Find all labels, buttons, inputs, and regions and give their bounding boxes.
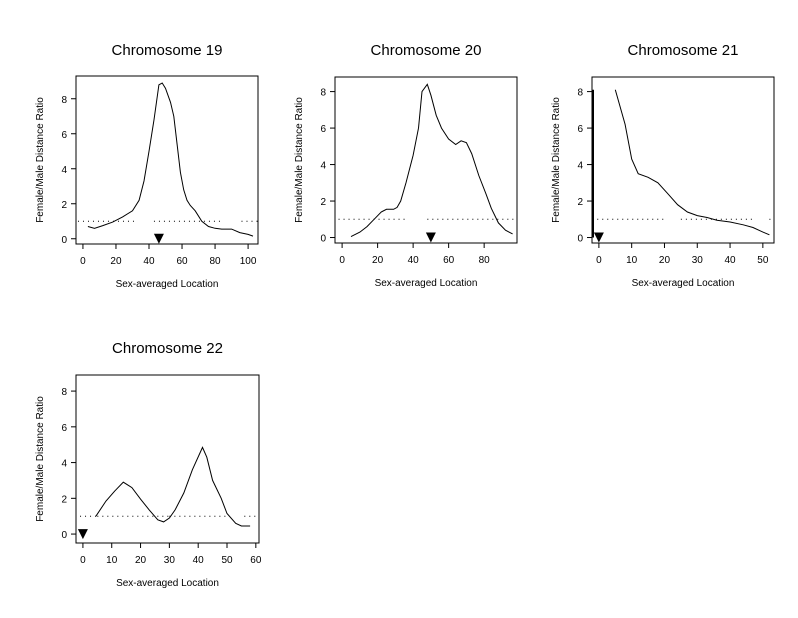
panel-title: Chromosome 20	[371, 42, 482, 59]
y-tick-label: 2	[320, 197, 326, 208]
x-axis-label: Sex-averaged Location	[116, 279, 219, 290]
y-tick-label: 4	[320, 161, 326, 172]
y-tick-label: 0	[577, 234, 583, 245]
y-tick-label: 8	[320, 88, 326, 99]
y-tick-label: 4	[61, 459, 67, 470]
x-tick-label: 80	[479, 255, 491, 266]
x-tick-label: 50	[221, 555, 233, 566]
plot-frame	[75, 75, 259, 245]
y-tick-label: 4	[577, 161, 583, 172]
data-line	[614, 89, 770, 236]
location-marker-triangle	[153, 233, 164, 244]
panel-chromosome-22: Chromosome 22 0 10 20 30 40 50 60 0 2 4 6 8 Sex-avera…	[35, 340, 262, 589]
y-axis-label: Female/Male Distance Ratio	[294, 97, 305, 223]
plot-frame	[591, 76, 775, 244]
panel-title: Chromosome 19	[112, 42, 223, 59]
data-line	[87, 82, 254, 237]
data-line	[350, 83, 513, 238]
x-tick-label: 30	[692, 255, 704, 266]
x-tick-label: 60	[176, 256, 188, 267]
x-tick-label: 0	[80, 555, 86, 566]
x-tick-label: 60	[250, 555, 262, 566]
y-tick-label: 6	[61, 130, 67, 141]
y-tick-label: 0	[320, 234, 326, 245]
y-axis-label: Female/Male Distance Ratio	[551, 97, 562, 223]
y-axis-label: Female/Male Distance Ratio	[35, 97, 46, 223]
x-tick-label: 30	[164, 555, 176, 566]
y-tick-label: 2	[61, 494, 67, 505]
x-tick-label: 100	[240, 256, 257, 267]
x-tick-label: 40	[193, 555, 205, 566]
x-tick-label: 80	[209, 256, 221, 267]
location-marker-triangle	[77, 529, 88, 540]
x-tick-label: 0	[596, 255, 602, 266]
y-tick-label: 6	[320, 124, 326, 135]
y-tick-label: 6	[61, 423, 67, 434]
panel-title: Chromosome 21	[628, 42, 739, 59]
x-tick-label: 10	[626, 255, 638, 266]
x-tick-label: 40	[408, 255, 420, 266]
plot-frame	[75, 374, 260, 544]
y-tick-label: 2	[577, 197, 583, 208]
x-tick-label: 20	[372, 255, 384, 266]
x-tick-label: 0	[339, 255, 345, 266]
x-tick-label: 0	[80, 256, 86, 267]
x-axis-label: Sex-averaged Location	[632, 278, 735, 289]
panel-chromosome-19: Chromosome 19 0 20 40 60 80 100 0 2 4 6 8 Sex-averag…	[35, 42, 259, 290]
y-tick-label: 2	[61, 200, 67, 211]
panel-chromosome-21: Chromosome 21 0 10 20 30 40 50 0 2 4 6 8 Sex-average…	[551, 42, 775, 289]
x-tick-label: 40	[143, 256, 155, 267]
x-axis-label: Sex-averaged Location	[116, 578, 219, 589]
y-tick-label: 6	[577, 124, 583, 135]
location-marker-triangle	[425, 232, 436, 243]
x-tick-label: 50	[757, 255, 769, 266]
y-tick-label: 8	[61, 95, 67, 106]
x-tick-label: 20	[135, 555, 147, 566]
x-tick-label: 20	[659, 255, 671, 266]
x-tick-label: 60	[443, 255, 455, 266]
x-tick-label: 40	[724, 255, 736, 266]
plot-frame	[334, 76, 518, 244]
y-tick-label: 8	[577, 88, 583, 99]
y-tick-label: 0	[61, 235, 67, 246]
data-line	[95, 446, 251, 527]
x-axis-label: Sex-averaged Location	[375, 278, 478, 289]
panel-title: Chromosome 22	[112, 340, 223, 357]
panel-chromosome-20: Chromosome 20 0 20 40 60 80 0 2 4 6 8 Sex-averaged …	[294, 42, 518, 289]
y-tick-label: 0	[61, 530, 67, 541]
y-tick-label: 4	[61, 165, 67, 176]
y-axis-label: Female/Male Distance Ratio	[35, 396, 46, 522]
x-tick-label: 20	[110, 256, 122, 267]
y-tick-label: 8	[61, 387, 67, 398]
x-tick-label: 10	[106, 555, 118, 566]
location-marker-triangle	[593, 232, 604, 243]
